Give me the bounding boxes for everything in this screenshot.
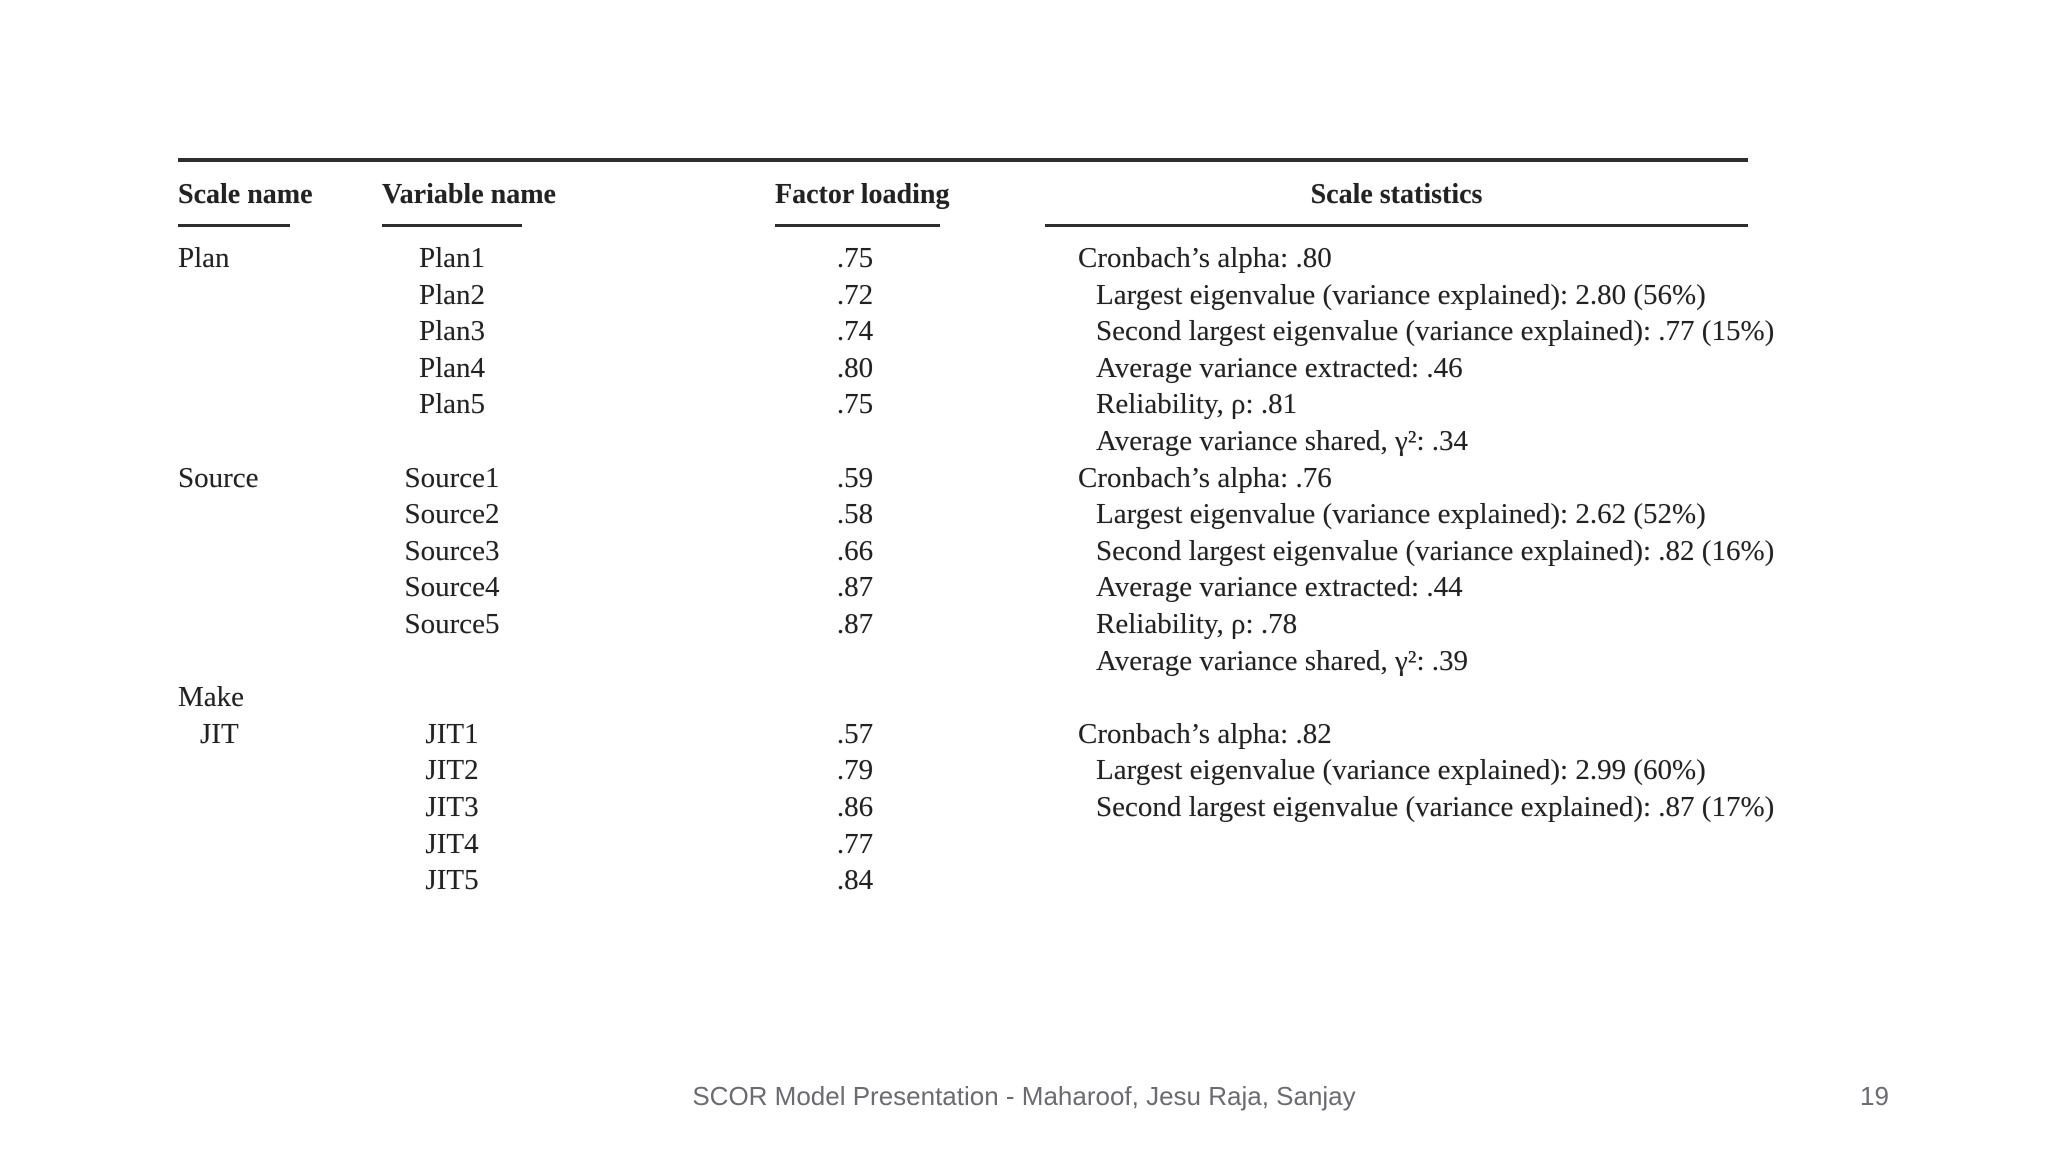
scale-name-cell-column: Plan bbox=[178, 240, 378, 277]
column-header-scale-statistics: Scale statistics bbox=[1310, 179, 1483, 210]
stat-line: Cronbach’s alpha: .80 bbox=[1078, 242, 1332, 274]
stat-line: Reliability, ρ: .81 bbox=[1096, 388, 1298, 421]
variable-name-cell: JIT5 bbox=[425, 864, 479, 897]
variable-name-cell: Source2 bbox=[404, 498, 500, 531]
factor-loading-cell: .66 bbox=[836, 534, 874, 567]
factor-loading-cell-column: .59 .58.66 .87.87 bbox=[775, 460, 935, 643]
stat-line: Average variance shared, γ²: .39 bbox=[1096, 644, 1469, 677]
variable-name-cell: Source5 bbox=[404, 607, 500, 640]
factor-loading-cell: .72 bbox=[836, 278, 874, 311]
factor-loading-cell: .87 bbox=[836, 571, 874, 604]
stat-line bbox=[1078, 679, 1958, 716]
variable-name-cell: Plan2 bbox=[418, 278, 486, 311]
table-section: Plan Plan1 Plan2 Plan3 Plan4 Plan5 .75 .72 .74.8… bbox=[0, 240, 2048, 460]
scale-name-cell: Make bbox=[178, 681, 245, 714]
variable-name-cell: JIT4 bbox=[425, 827, 479, 860]
variable-name-cell: Plan3 bbox=[418, 315, 486, 348]
variable-name-cell: JIT1 bbox=[425, 717, 479, 750]
table-section: Source Source1 Source2 Source3 Source4 Source… bbox=[0, 460, 2048, 680]
factor-loading-cell: .75 bbox=[836, 388, 874, 421]
scale-name-cell: JIT bbox=[200, 717, 239, 750]
factor-loading-cell-column: .57 .79.86 .77 .84 bbox=[775, 679, 935, 899]
factor-loading-cell: .58 bbox=[836, 498, 874, 531]
factor-loading-cell bbox=[775, 679, 935, 716]
variable-name-cell-column: Source1 Source2 Source3 Source4 Source5 bbox=[382, 460, 522, 643]
footer-title: SCOR Model Presentation - Maharoof, Jesu… bbox=[692, 1081, 1356, 1111]
scale-name-cell: Source bbox=[178, 461, 259, 494]
scale-name-cell-column: Make JIT bbox=[178, 679, 378, 752]
table-section: Make JIT JIT1 JIT2 JIT3 JIT4 JIT5 .57 .79.86 .77.… bbox=[0, 679, 2048, 899]
variable-name-cell: JIT2 bbox=[425, 754, 479, 787]
variable-name-cell: Source4 bbox=[404, 571, 500, 604]
variable-name-cell: Source1 bbox=[404, 461, 500, 494]
header-underline-factor-loading bbox=[775, 224, 940, 227]
scale-name-cell: Plan bbox=[178, 242, 230, 274]
stat-line-column: Cronbach’s alpha: .82 Largest eigenvalue … bbox=[1078, 679, 1958, 825]
factor-loading-cell-column: .75 .72 .74.80 .75 bbox=[775, 240, 935, 423]
stat-line: Cronbach’s alpha: .76 bbox=[1078, 461, 1332, 494]
stat-line: Largest eigenvalue (variance explained):… bbox=[1096, 754, 1706, 787]
variable-name-cell bbox=[382, 679, 522, 716]
column-header-scale-name: Scale name bbox=[178, 179, 313, 210]
stat-line: Largest eigenvalue (variance explained):… bbox=[1096, 278, 1706, 311]
variable-name-cell: Plan1 bbox=[418, 242, 486, 274]
stat-line: Reliability, ρ: .78 bbox=[1096, 607, 1298, 640]
stat-line-column: Cronbach’s alpha: .76 Largest eigenvalue … bbox=[1078, 460, 1958, 680]
page-number: 19 bbox=[1860, 1081, 1889, 1111]
header-underline-scale-name bbox=[178, 224, 290, 227]
stat-line: Average variance shared, γ²: .34 bbox=[1096, 424, 1469, 457]
column-header-factor-loading: Factor loading bbox=[775, 179, 950, 210]
slide-footer: SCOR Model Presentation - Maharoof, Jesu… bbox=[0, 1080, 2048, 1120]
header-underline-scale-statistics bbox=[1045, 224, 1748, 227]
factor-loading-cell: .80 bbox=[836, 351, 874, 384]
factor-loading-cell: .74 bbox=[836, 315, 874, 348]
scale-name-cell-column: Source bbox=[178, 460, 378, 497]
table-body: Plan Plan1 Plan2 Plan3 Plan4 Plan5.75.72.74.8… bbox=[0, 240, 2048, 899]
variable-name-cell-column: Plan1 Plan2 Plan3 Plan4 Plan5 bbox=[382, 240, 522, 423]
table-top-rule bbox=[178, 158, 1748, 162]
stat-line: Second largest eigenvalue (variance expl… bbox=[1096, 534, 1775, 567]
factor-loading-cell: .86 bbox=[836, 790, 874, 823]
stat-line-column: Cronbach’s alpha: .80 Largest eigenvalue … bbox=[1078, 240, 1958, 460]
variable-name-cell: Plan4 bbox=[418, 351, 486, 384]
variable-name-cell: Plan5 bbox=[418, 388, 486, 421]
factor-loading-cell: .84 bbox=[836, 864, 874, 897]
stat-line: Second largest eigenvalue (variance expl… bbox=[1096, 315, 1775, 348]
stat-line: Largest eigenvalue (variance explained):… bbox=[1096, 498, 1706, 531]
variable-name-cell-column: JIT1 JIT2 JIT3 JIT4 JIT5 bbox=[382, 679, 522, 899]
factor-loading-cell: .87 bbox=[836, 607, 874, 640]
factor-loading-cell: .79 bbox=[836, 754, 874, 787]
factor-loading-cell: .59 bbox=[836, 461, 874, 494]
stat-line: Second largest eigenvalue (variance expl… bbox=[1096, 790, 1775, 823]
variable-name-cell: JIT3 bbox=[425, 790, 479, 823]
variable-name-cell: Source3 bbox=[404, 534, 500, 567]
stat-line: Average variance extracted: .44 bbox=[1096, 571, 1463, 604]
factor-loading-cell: .57 bbox=[836, 717, 874, 750]
stat-line: Average variance extracted: .46 bbox=[1096, 351, 1463, 384]
factor-loading-cell: .77 bbox=[836, 827, 874, 860]
factor-loading-cell: .75 bbox=[836, 242, 874, 274]
column-header-variable-name: Variable name bbox=[382, 179, 556, 210]
stat-line: Cronbach’s alpha: .82 bbox=[1078, 717, 1332, 750]
header-underline-variable-name bbox=[382, 224, 522, 227]
